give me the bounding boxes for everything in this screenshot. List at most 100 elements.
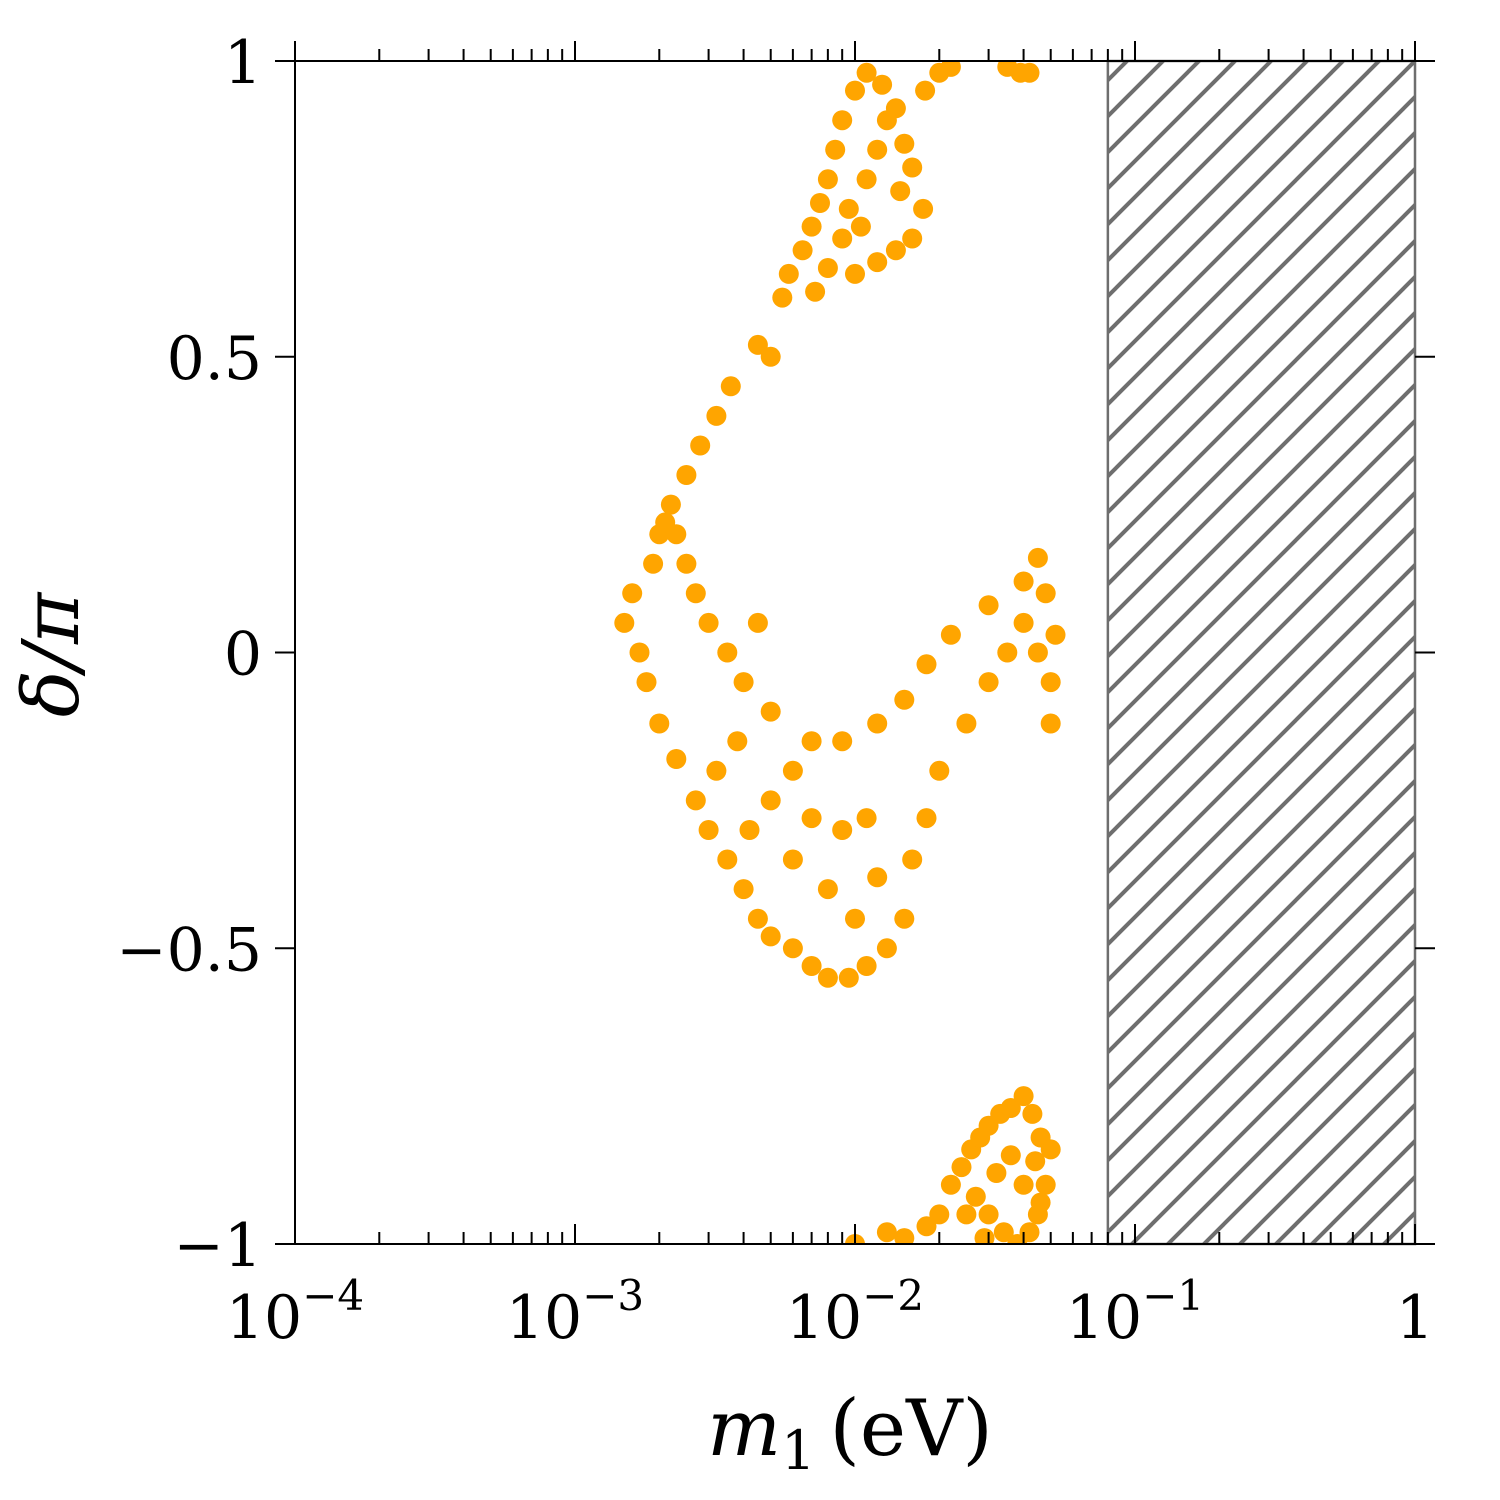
data-point-main-2 bbox=[636, 672, 657, 693]
y-axis-ticks bbox=[275, 60, 1435, 1245]
data-point-upper-10 bbox=[872, 74, 893, 95]
x-axis-label-symbol: m bbox=[707, 1384, 781, 1474]
data-point-main-65 bbox=[747, 612, 768, 633]
data-points bbox=[614, 61, 1066, 1244]
data-point-lower-5 bbox=[940, 1174, 961, 1195]
data-point-main-62 bbox=[832, 820, 853, 840]
data-point-main-28 bbox=[902, 849, 923, 870]
data-point-lower-4 bbox=[929, 1204, 950, 1225]
data-point-upper-27 bbox=[915, 80, 936, 101]
data-point-main-44 bbox=[867, 713, 888, 734]
data-point-main-1 bbox=[629, 642, 650, 663]
data-point-lower-27 bbox=[1025, 1151, 1046, 1172]
data-point-main-66 bbox=[727, 731, 748, 752]
data-point-main-3 bbox=[622, 583, 643, 604]
y-tick-label: 0.5 bbox=[167, 324, 262, 394]
data-point-lower-11 bbox=[1000, 1098, 1021, 1118]
data-point-main-17 bbox=[717, 849, 738, 870]
data-point-upper-26 bbox=[817, 258, 838, 278]
data-point-main-24 bbox=[838, 967, 859, 988]
data-point-main-6 bbox=[660, 494, 681, 515]
data-point-main-25 bbox=[856, 956, 877, 976]
data-point-main-67 bbox=[706, 760, 727, 781]
data-point-upper-19 bbox=[832, 228, 853, 249]
y-tick-label: 1 bbox=[224, 28, 262, 98]
data-point-upper-16 bbox=[885, 240, 906, 261]
data-point-main-33 bbox=[997, 642, 1018, 663]
y-axis-tick-labels: 1 0.5 0 −0.5 −1 bbox=[116, 28, 262, 1281]
data-point-lower-1 bbox=[876, 1222, 897, 1243]
data-point-upper-3 bbox=[801, 216, 822, 237]
data-point-main-37 bbox=[1045, 624, 1066, 645]
data-point-main-42 bbox=[916, 654, 937, 675]
data-point-main-51 bbox=[698, 612, 719, 633]
x-tick-label: 1 bbox=[1396, 1283, 1434, 1353]
x-axis-tick-labels: 10−4 10−3 10−2 10−1 1 bbox=[226, 1271, 1434, 1353]
data-point-main-9 bbox=[706, 405, 727, 426]
x-axis-label-unit: (eV) bbox=[829, 1384, 992, 1474]
data-point-main-55 bbox=[655, 512, 676, 533]
data-point-main-59 bbox=[845, 908, 865, 929]
data-point-main-43 bbox=[894, 689, 915, 710]
data-point-upper-8 bbox=[845, 80, 865, 101]
data-point-main-22 bbox=[801, 956, 822, 976]
data-point-upper-24 bbox=[890, 181, 911, 202]
data-point-lower-28 bbox=[974, 1228, 995, 1244]
y-tick-label: −1 bbox=[174, 1211, 262, 1281]
data-point-main-47 bbox=[782, 760, 803, 781]
data-point-main-49 bbox=[733, 672, 754, 693]
data-point-upper-21 bbox=[856, 169, 877, 190]
data-point-main-19 bbox=[747, 908, 768, 929]
data-point-main-29 bbox=[916, 808, 937, 829]
data-point-main-20 bbox=[760, 926, 781, 947]
data-point-main-52 bbox=[685, 583, 706, 604]
data-point-upper-23 bbox=[876, 110, 897, 131]
data-point-upper-9 bbox=[856, 62, 877, 83]
data-point-main-32 bbox=[978, 672, 999, 693]
data-point-upper-33 bbox=[805, 281, 826, 302]
data-point-upper-13 bbox=[902, 157, 923, 178]
data-point-main-13 bbox=[649, 713, 670, 734]
data-point-main-15 bbox=[685, 790, 706, 811]
data-point-main-31 bbox=[956, 713, 977, 734]
data-point-upper-14 bbox=[913, 198, 934, 219]
x-tick-label: 10−3 bbox=[506, 1271, 644, 1353]
data-point-main-7 bbox=[676, 465, 697, 485]
y-axis-label: δ/π bbox=[7, 591, 97, 717]
data-point-main-57 bbox=[782, 849, 803, 870]
data-point-upper-6 bbox=[825, 139, 846, 160]
data-point-upper-4 bbox=[810, 193, 830, 213]
data-point-lower-15 bbox=[1040, 1139, 1061, 1160]
excluded-region-hatch bbox=[1106, 59, 1417, 1246]
data-point-upper-7 bbox=[832, 110, 853, 131]
data-point-lower-13 bbox=[1022, 1103, 1043, 1124]
data-point-upper-0 bbox=[772, 287, 793, 308]
data-point-upper-15 bbox=[902, 228, 923, 249]
data-point-main-21 bbox=[782, 938, 803, 959]
data-point-main-8 bbox=[690, 435, 711, 456]
data-point-main-39 bbox=[1013, 571, 1034, 592]
data-point-upper-20 bbox=[838, 198, 859, 219]
data-point-upper-12 bbox=[894, 133, 915, 154]
y-tick-label: 0 bbox=[224, 620, 262, 690]
x-tick-label: 10−4 bbox=[226, 1271, 364, 1353]
data-point-main-36 bbox=[1040, 672, 1061, 693]
x-tick-label: 10−1 bbox=[1066, 1271, 1204, 1353]
data-point-main-69 bbox=[1027, 547, 1048, 568]
data-point-main-41 bbox=[940, 624, 961, 645]
data-point-lower-29 bbox=[1030, 1192, 1051, 1213]
data-point-main-53 bbox=[676, 553, 697, 574]
data-point-lower-6 bbox=[951, 1157, 972, 1178]
data-point-lower-24 bbox=[986, 1163, 1007, 1183]
data-point-lower-2 bbox=[894, 1228, 915, 1244]
data-point-main-34 bbox=[1013, 612, 1034, 633]
data-point-main-12 bbox=[760, 346, 781, 367]
data-point-main-45 bbox=[832, 731, 853, 752]
data-point-upper-22 bbox=[867, 139, 888, 160]
data-point-main-46 bbox=[801, 731, 822, 752]
data-point-main-27 bbox=[894, 908, 915, 929]
data-point-main-4 bbox=[643, 553, 664, 574]
data-point-lower-21 bbox=[978, 1204, 999, 1225]
data-point-upper-18 bbox=[845, 263, 865, 284]
data-point-main-58 bbox=[817, 879, 838, 900]
